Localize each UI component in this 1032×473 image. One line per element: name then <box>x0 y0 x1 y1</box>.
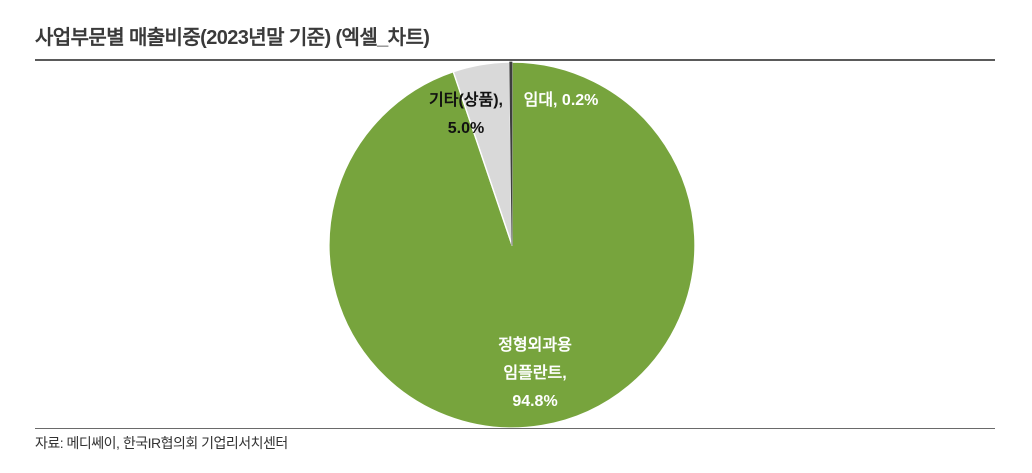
chart-title: 사업부문별 매출비중(2023년말 기준) (엑셀_차트) <box>35 27 430 49</box>
data-label-line: 정형외과용 <box>498 335 572 354</box>
data-label-line: 94.8% <box>512 393 557 410</box>
pie-slices <box>328 61 696 429</box>
data-label-other-goods: 기타(상품), 5.0% <box>429 91 503 137</box>
data-label-line: 기타(상품), <box>429 91 503 109</box>
pie-slice-rental <box>509 61 513 246</box>
data-label-line: 임플란트, <box>503 364 566 382</box>
data-label-line: 5.0% <box>448 120 484 137</box>
title-divider <box>35 59 995 61</box>
source-note: 자료: 메디쎄이, 한국IR협의회 기업리서치센터 <box>35 435 288 451</box>
data-label-line: 임대, 0.2% <box>524 91 599 109</box>
data-label-rental: 임대, 0.2% <box>524 91 599 109</box>
source-divider <box>35 428 995 429</box>
